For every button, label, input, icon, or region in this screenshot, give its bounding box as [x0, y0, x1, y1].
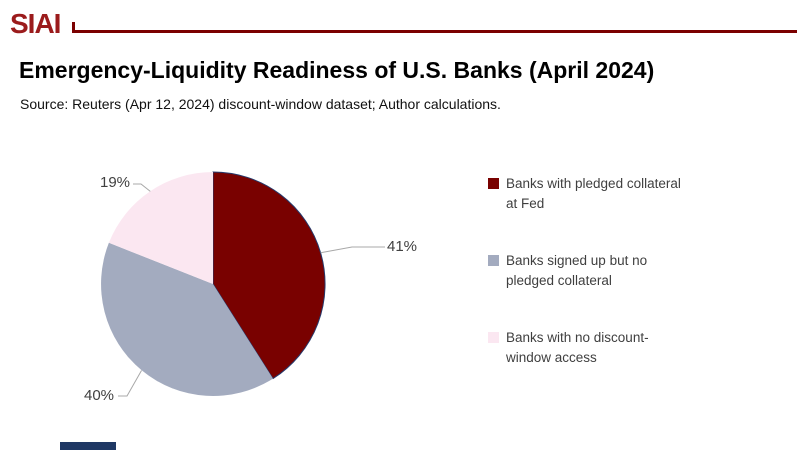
- legend-item-pledged: Banks with pledged collateral at Fed: [488, 174, 768, 213]
- legend-label-pledged-line2: at Fed: [506, 195, 545, 211]
- legend-marker-no-access: [488, 332, 499, 343]
- leader-line-40: [118, 370, 142, 397]
- chart-title: Emergency-Liquidity Readiness of U.S. Ba…: [19, 57, 655, 83]
- leader-line-19: [133, 183, 151, 192]
- data-label-signed-up: 40%: [84, 387, 115, 404]
- legend-label-no-access-line1: Banks with no discount-: [506, 330, 649, 345]
- legend-marker-pledged: [488, 178, 499, 189]
- siai-logo: SIAI: [10, 8, 61, 39]
- data-label-pledged: 41%: [387, 238, 418, 255]
- pie-slices-group: [101, 171, 326, 396]
- legend: Banks with pledged collateral at Fed Ban…: [488, 174, 768, 405]
- legend-item-no-access: Banks with no discount- window access: [488, 328, 768, 367]
- pie-slice-3: [108, 172, 213, 284]
- legend-label-pledged: Banks with pledged collateral at Fed: [506, 174, 681, 213]
- brand-rule-line: [72, 22, 797, 33]
- legend-label-signed-up-line2: pledged collateral: [506, 272, 612, 288]
- legend-label-signed-up: Banks signed up but no pledged collatera…: [506, 251, 647, 290]
- leader-line-41: [320, 246, 385, 254]
- legend-label-signed-up-line1: Banks signed up but no: [506, 253, 648, 268]
- legend-label-no-access-line2: window access: [506, 349, 597, 365]
- source-note: Source: Reuters (Apr 12, 2024) discount-…: [20, 96, 501, 112]
- legend-label-no-access: Banks with no discount- window access: [506, 328, 649, 367]
- legend-label-pledged-line1: Banks with pledged collateral: [506, 176, 681, 191]
- pie-slice-1: [212, 171, 326, 380]
- legend-marker-signed-up: [488, 255, 499, 266]
- legend-item-signed-up: Banks signed up but no pledged collatera…: [488, 251, 768, 290]
- pie-slice-2: [101, 242, 273, 396]
- data-label-no-access: 19%: [100, 174, 131, 191]
- footer-accent-bar: [60, 442, 116, 450]
